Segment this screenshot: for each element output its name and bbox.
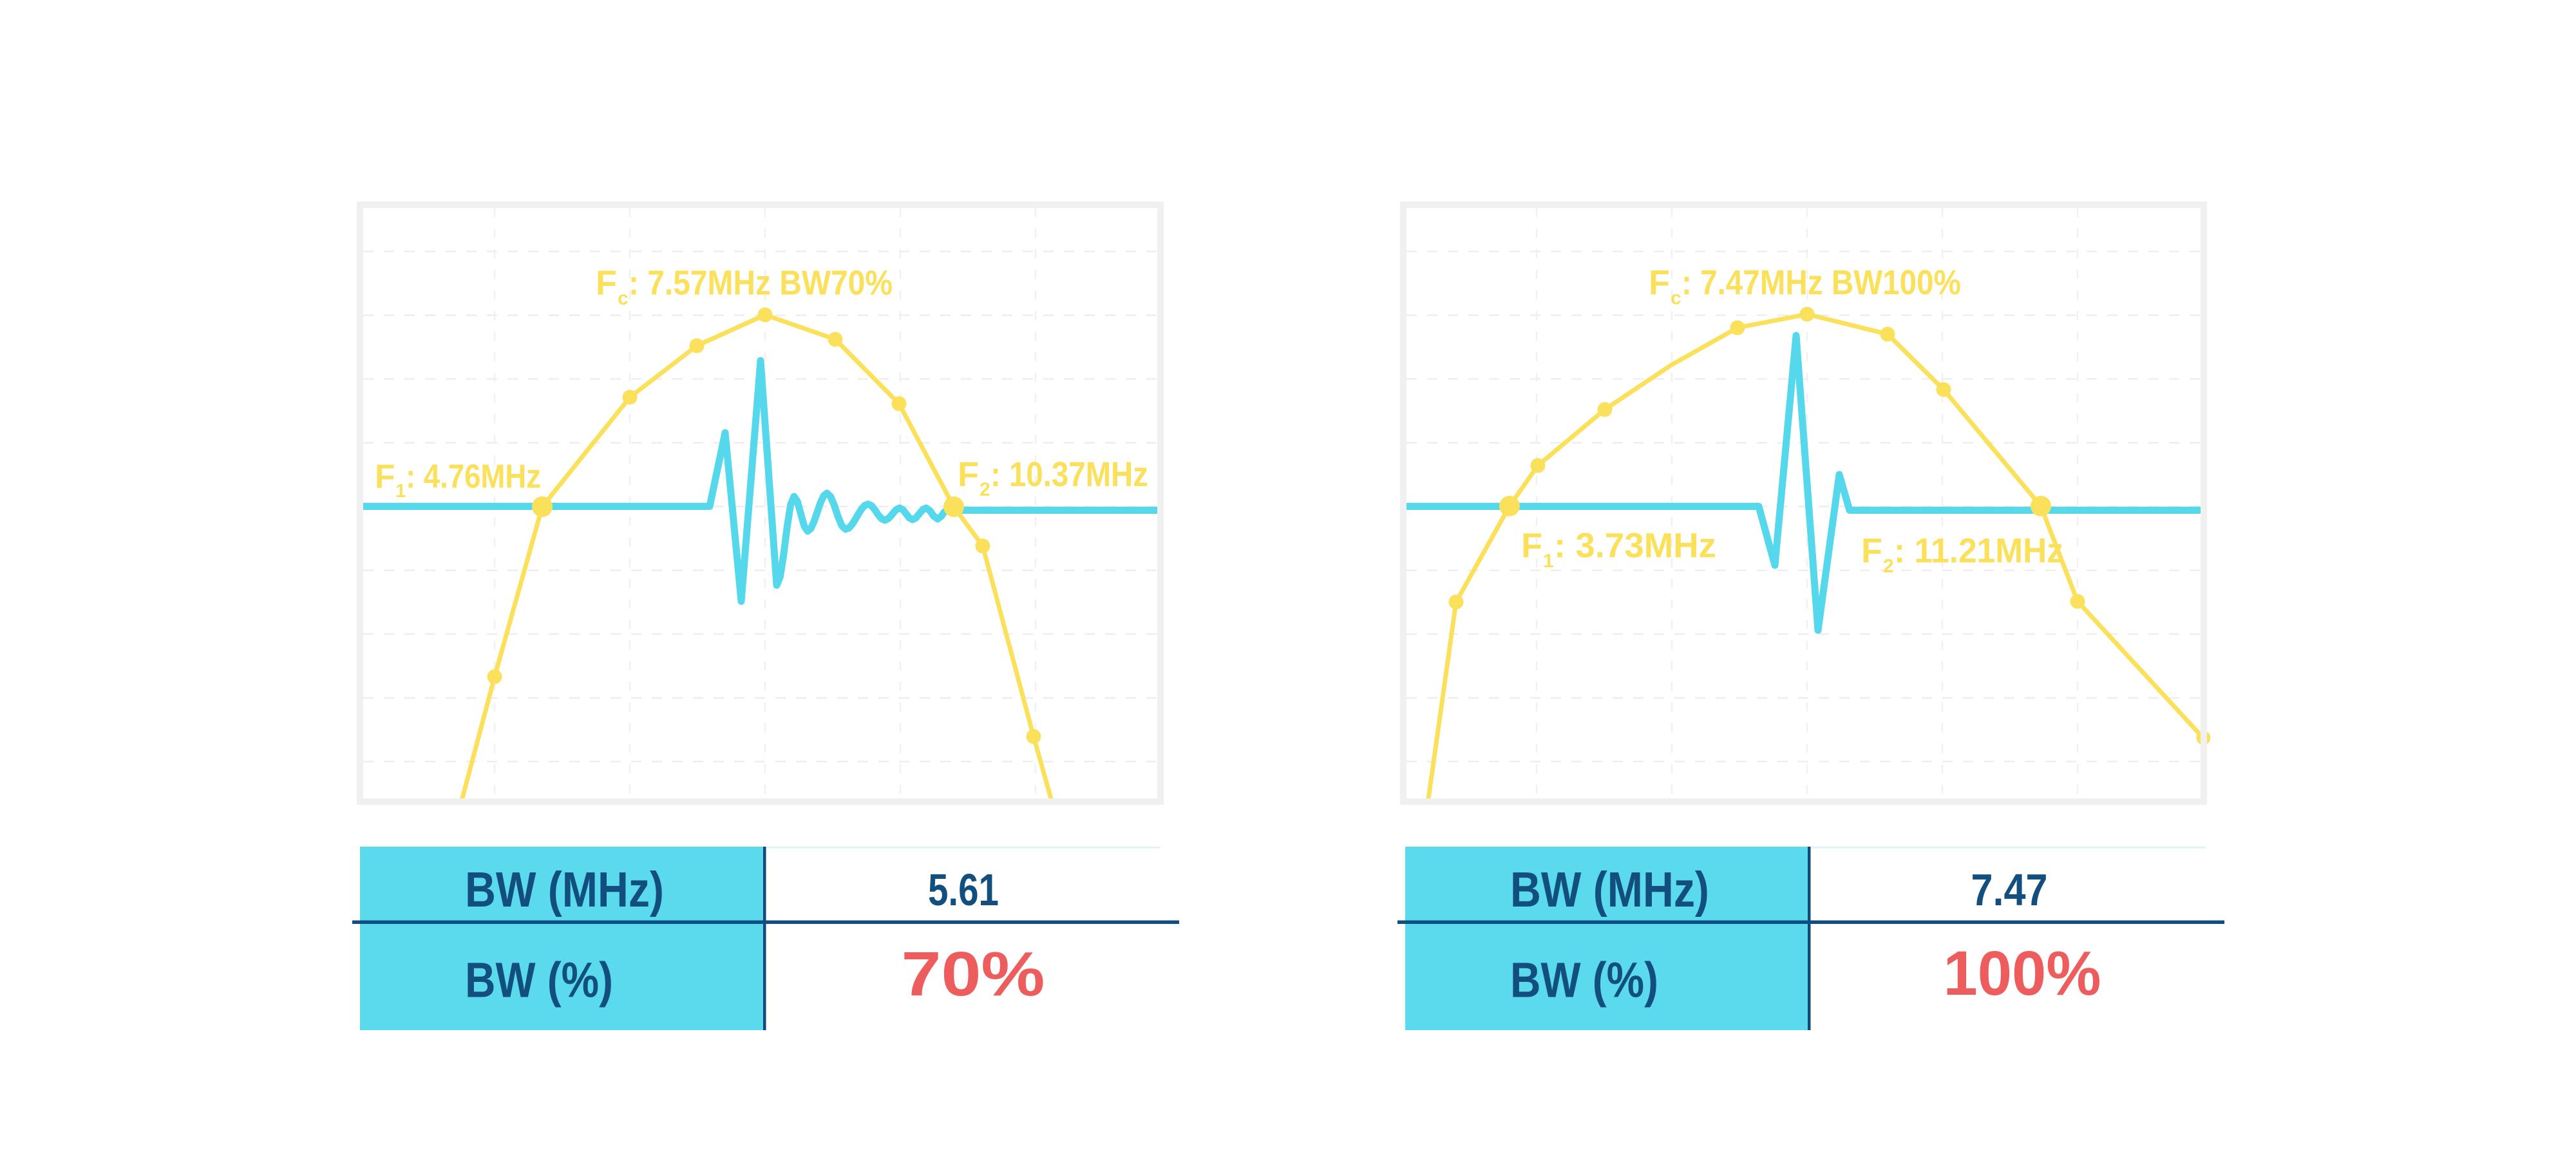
svg-text:c: c bbox=[1671, 288, 1681, 309]
svg-text:BW (MHz): BW (MHz) bbox=[1510, 862, 1709, 917]
svg-text:F: F bbox=[1521, 527, 1542, 565]
svg-text:BW (%): BW (%) bbox=[1510, 953, 1658, 1008]
svg-text:BW (MHz): BW (MHz) bbox=[465, 862, 664, 917]
svg-text:F: F bbox=[375, 458, 395, 495]
svg-text:c: c bbox=[618, 288, 629, 309]
svg-text:: 4.76MHz: : 4.76MHz bbox=[406, 458, 541, 495]
svg-text:2: 2 bbox=[1883, 556, 1894, 577]
svg-text:F: F bbox=[596, 264, 617, 303]
svg-text:2: 2 bbox=[980, 479, 990, 500]
svg-text:BW (%): BW (%) bbox=[465, 953, 613, 1008]
svg-text:100%: 100% bbox=[1944, 938, 2101, 1008]
svg-text:1: 1 bbox=[395, 481, 406, 502]
svg-text:70%: 70% bbox=[902, 939, 1045, 1009]
svg-text:7.47: 7.47 bbox=[1971, 865, 2048, 915]
svg-text:: 3.73MHz: : 3.73MHz bbox=[1554, 527, 1716, 565]
svg-text:: 7.57MHz BW70%: : 7.57MHz BW70% bbox=[629, 264, 893, 303]
svg-text:5.61: 5.61 bbox=[928, 865, 999, 915]
svg-text:1: 1 bbox=[1543, 550, 1554, 572]
svg-text:: 10.37MHz: : 10.37MHz bbox=[990, 455, 1148, 494]
svg-text:F: F bbox=[1861, 532, 1882, 570]
svg-text:F: F bbox=[1649, 263, 1670, 302]
svg-text:: 7.47MHz BW100%: : 7.47MHz BW100% bbox=[1681, 263, 1961, 302]
svg-text:: 11.21MHz: : 11.21MHz bbox=[1894, 532, 2063, 570]
svg-text:F: F bbox=[958, 455, 979, 494]
